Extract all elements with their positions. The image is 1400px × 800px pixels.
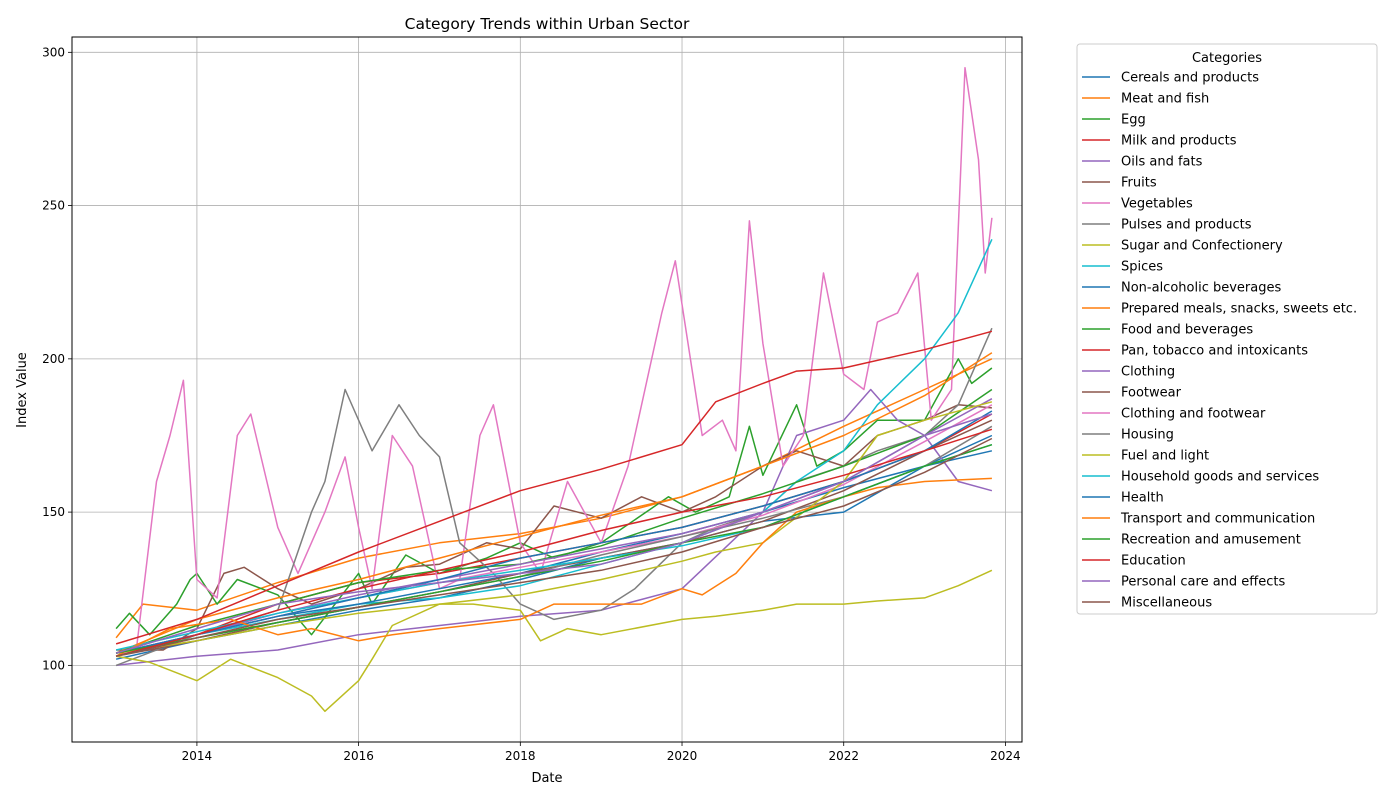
grid-lines (72, 37, 1022, 742)
series-line (115, 569, 993, 713)
series-lines (115, 66, 993, 713)
legend-entry: Miscellaneous (1121, 596, 1212, 611)
legend-entry: Cereals and products (1121, 71, 1259, 86)
legend-entry: Sugar and Confectionery (1121, 239, 1283, 254)
legend-entry: Non-alcoholic beverages (1121, 281, 1281, 296)
y-axis-ticks: 100 150 200 250 300 (42, 45, 72, 672)
legend-entry: Spices (1121, 260, 1163, 275)
legend-items: Cereals and products Meat and fish Egg Milk… (1082, 71, 1357, 611)
y-tick-label: 200 (42, 352, 65, 366)
chart-title: Category Trends within Urban Sector (405, 15, 690, 33)
series-line (115, 413, 993, 654)
series-line (115, 330, 993, 645)
legend-entry: Oils and fats (1121, 155, 1203, 170)
series-line (116, 404, 992, 651)
x-tick-label: 2020 (667, 749, 698, 763)
x-axis-label: Date (531, 771, 562, 786)
series-line (115, 358, 993, 639)
y-tick-label: 100 (42, 658, 65, 672)
y-axis-label: Index Value (15, 352, 30, 428)
y-tick-label: 250 (42, 199, 65, 213)
series-line (115, 401, 993, 654)
legend-entry: Fuel and light (1121, 449, 1209, 464)
legend-entry: Fruits (1121, 176, 1157, 191)
legend-entry: Footwear (1121, 386, 1182, 401)
x-tick-label: 2014 (182, 749, 213, 763)
legend-entry: Pulses and products (1121, 218, 1252, 233)
plot-frame (71, 36, 1023, 743)
x-tick-label: 2022 (828, 749, 859, 763)
legend-entry: Recreation and amusement (1121, 533, 1301, 548)
legend-entry: Housing (1121, 428, 1174, 443)
legend-title: Categories (1192, 51, 1262, 66)
series-line (115, 477, 992, 657)
y-tick-label: 150 (42, 505, 65, 519)
x-tick-label: 2016 (343, 749, 374, 763)
legend-entry: Personal care and effects (1121, 575, 1285, 590)
legend-entry: Health (1121, 491, 1164, 506)
x-tick-label: 2018 (505, 749, 536, 763)
legend-entry: Education (1121, 554, 1186, 569)
series-line (115, 428, 993, 657)
series-line (115, 66, 993, 657)
legend: Categories Cereals and products Meat and … (1076, 43, 1378, 615)
legend-entry: Transport and communication (1120, 512, 1315, 527)
y-tick-label: 300 (42, 45, 65, 59)
legend-entry: Pan, tobacco and intoxicants (1121, 344, 1308, 359)
x-axis-ticks: 2014 2016 2018 2020 2022 2024 (182, 742, 1021, 763)
legend-entry: Vegetables (1121, 197, 1193, 212)
legend-frame (1076, 43, 1378, 615)
legend-entry: Clothing (1121, 365, 1175, 380)
series-line (115, 437, 993, 657)
legend-entry: Egg (1121, 113, 1146, 128)
legend-entry: Milk and products (1121, 134, 1237, 149)
legend-entry: Household goods and services (1121, 470, 1319, 485)
series-line (115, 352, 993, 654)
legend-entry: Food and beverages (1121, 323, 1253, 338)
legend-entry: Clothing and footwear (1121, 407, 1266, 422)
legend-entry: Prepared meals, snacks, sweets etc. (1121, 302, 1357, 317)
x-tick-label: 2024 (990, 749, 1021, 763)
series-line (115, 410, 993, 654)
legend-entry: Meat and fish (1121, 92, 1209, 107)
